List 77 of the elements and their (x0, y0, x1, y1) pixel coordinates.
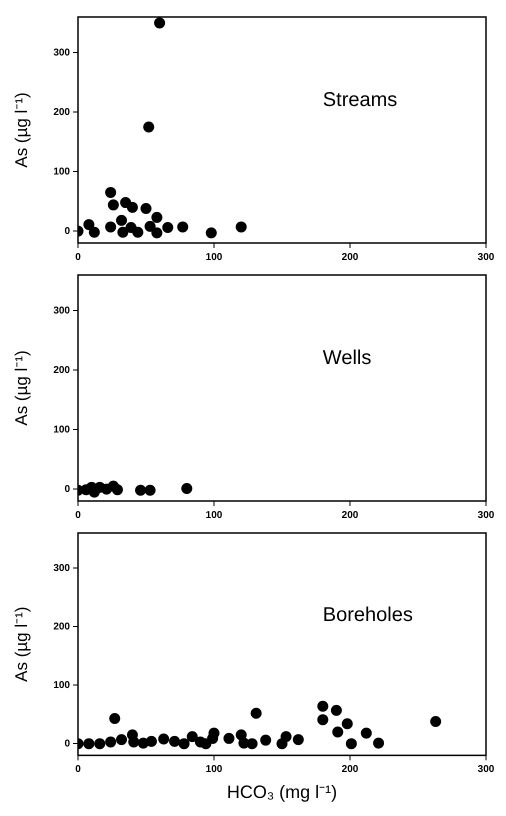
y-tick-label: 100 (53, 424, 70, 436)
point (430, 716, 442, 727)
y-tick-label: 0 (64, 226, 70, 237)
point (223, 732, 234, 744)
x-tick-label: 100 (206, 510, 223, 521)
y-tick-label: 200 (53, 621, 70, 632)
y-tick-label: 100 (53, 680, 70, 691)
point (151, 212, 162, 223)
point (105, 221, 116, 232)
x-tick-label: 0 (75, 764, 82, 776)
point (116, 734, 128, 746)
point (169, 736, 180, 747)
point (246, 738, 258, 750)
x-tick-label: 300 (478, 764, 495, 776)
x-axis-title: HCO₃ (mg l⁻¹) (226, 782, 338, 802)
x-tick-label: 0 (75, 252, 82, 263)
point (128, 736, 140, 748)
y-tick-label: 0 (64, 484, 70, 495)
point (116, 214, 128, 226)
point (146, 736, 157, 747)
text: Streams (322, 89, 398, 112)
point (177, 221, 188, 232)
y-tick-label: 0 (64, 738, 70, 750)
point (144, 220, 156, 232)
y-axis-title: As (µg l⁻¹) (12, 92, 31, 168)
y-tick-label: 300 (53, 562, 70, 574)
point (373, 738, 384, 749)
y-tick-label: 300 (53, 47, 70, 58)
text: Boreholes (322, 604, 413, 626)
x-tick-label: 200 (342, 764, 359, 776)
point (292, 734, 304, 746)
point (162, 222, 174, 234)
point (88, 226, 100, 238)
y-axis-title: As (µg l⁻¹) (12, 350, 31, 426)
y-tick-label: 200 (53, 364, 70, 376)
point (158, 734, 170, 745)
x-tick-label: 200 (342, 510, 359, 521)
point (105, 736, 116, 748)
point (109, 713, 120, 724)
point (360, 728, 372, 739)
point (342, 718, 353, 730)
point (108, 199, 119, 210)
point (317, 700, 328, 712)
x-tick-label: 0 (75, 510, 82, 521)
point (332, 726, 344, 738)
point (132, 226, 144, 238)
point (151, 227, 162, 238)
x-tick-label: 100 (206, 252, 223, 263)
point (330, 704, 342, 716)
y-axis-title: As (µg l⁻¹) (12, 606, 31, 682)
point (143, 122, 154, 133)
y-tick-label: 200 (53, 106, 70, 118)
point (207, 732, 218, 744)
point (260, 734, 272, 746)
point (178, 738, 190, 750)
point (280, 731, 292, 742)
point (186, 731, 198, 742)
point (250, 708, 262, 719)
point (346, 738, 357, 750)
point (206, 227, 217, 238)
point (117, 226, 128, 238)
text: Wells (322, 347, 372, 370)
point (236, 221, 247, 232)
point (154, 17, 166, 28)
point (94, 738, 106, 750)
point (126, 202, 138, 213)
x-tick-label: 300 (478, 510, 495, 521)
point (140, 203, 152, 214)
point (83, 219, 94, 230)
x-tick-label: 200 (342, 252, 359, 263)
point (105, 186, 116, 198)
y-tick-label: 100 (53, 166, 70, 178)
point (317, 714, 328, 726)
x-tick-label: 300 (478, 252, 495, 263)
y-tick-label: 300 (53, 305, 70, 316)
x-tick-label: 100 (206, 764, 223, 776)
point (83, 738, 94, 750)
